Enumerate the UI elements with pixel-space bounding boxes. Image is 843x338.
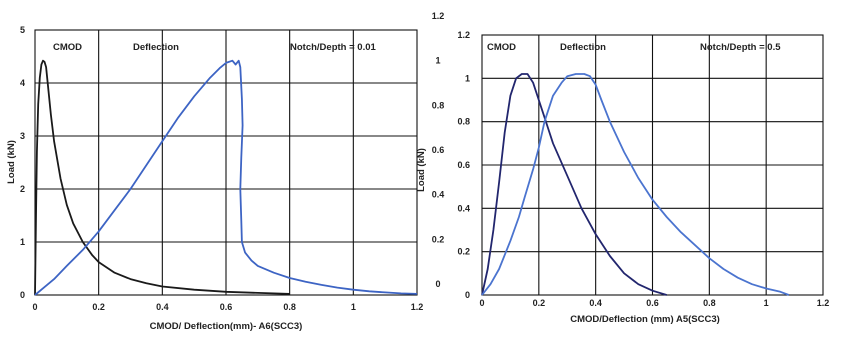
chart-right-y-ticks: 0 0.2 0.4 0.6 0.8 1 1.2	[457, 30, 470, 300]
chart-right-series-line-deflection	[481, 73, 790, 296]
chart-right-x-tick-label: 0.8	[703, 298, 716, 308]
chart-right-x-tick-label: 1	[764, 298, 769, 308]
chart-right-annotation-cmod: CMOD	[487, 42, 516, 53]
chart-right-x-tick-label: 1.2	[817, 298, 830, 308]
chart-left-x-tick-label: 0.6	[220, 302, 233, 312]
chart-left-right-y-ticks: 0 0.2 0.4 0.6 0.8 1 1.2	[432, 11, 445, 289]
chart-left-y-axis-label: Load (kN)	[6, 140, 17, 184]
chart-left-series	[34, 59, 418, 296]
chart-left-x-tick-label: 0.8	[283, 302, 296, 312]
chart-left-x-tick-label: 0.2	[92, 302, 105, 312]
chart-left-right-y-tick-label: 1	[435, 56, 440, 66]
chart-left-y-tick-label: 0	[20, 290, 25, 300]
chart-left-y-tick-label: 2	[20, 184, 25, 194]
chart-left-series-line-cmod	[34, 59, 290, 296]
chart-right-y-tick-label: 0	[465, 290, 470, 300]
chart-right-series-line-cmod	[481, 73, 667, 296]
chart-left-right-y-tick-label: 0.8	[432, 100, 445, 110]
chart-right-x-ticks: 0 0.2 0.4 0.6 0.8 1 1.2	[479, 298, 829, 308]
chart-left-right-y-tick-label: 0.4	[432, 190, 445, 200]
chart-right-grid	[482, 35, 823, 295]
chart-right-y-tick-label: 0.6	[457, 160, 470, 170]
chart-right-x-tick-label: 0.2	[533, 298, 546, 308]
chart-left-right-y-tick-label: 0.6	[432, 145, 445, 155]
chart-right-series	[481, 73, 790, 296]
chart-left-x-tick-label: 1	[351, 302, 356, 312]
chart-right-x-tick-label: 0.6	[646, 298, 659, 308]
chart-right-y-tick-label: 1.2	[457, 30, 470, 40]
chart-left-right-y-tick-label: 1.2	[432, 11, 445, 21]
chart-right-annotation-deflection: Deflection	[560, 42, 606, 53]
chart-left-plot-frame	[34, 29, 418, 296]
chart-right-y-axis-label: Load (kN)	[416, 148, 427, 192]
chart-left-series-line-deflection	[34, 59, 418, 296]
chart-left-y-tick-label: 4	[20, 78, 25, 88]
chart-right-y-tick-label: 0.2	[457, 247, 470, 257]
chart-left: 0 0.2 0.4 0.6 0.8 1 1.2 0 1 2 3 4 5 0 0.2 0.4 0.6 0.8 1 1…	[6, 11, 444, 332]
chart-right-x-tick-label: 0	[479, 298, 484, 308]
chart-left-annotation-notch: Notch/Depth = 0.01	[290, 42, 376, 53]
chart-left-annotation-deflection: Deflection	[133, 42, 179, 53]
chart-right-x-tick-label: 0.4	[589, 298, 602, 308]
chart-right: 0 0.2 0.4 0.6 0.8 1 1.2 0 0.2 0.4 0.6 0.8 1 1.2 CMOD…	[416, 30, 829, 325]
chart-left-right-y-tick-label: 0.2	[432, 234, 445, 244]
chart-left-y-tick-label: 5	[20, 25, 25, 35]
chart-left-y-tick-label: 3	[20, 131, 25, 141]
chart-right-x-axis-label: CMOD/Deflection (mm) A5(SCC3)	[570, 314, 720, 325]
chart-left-y-ticks: 0 1 2 3 4 5	[20, 25, 25, 300]
chart-left-annotation-cmod: CMOD	[53, 42, 82, 53]
chart-right-annotation-notch: Notch/Depth = 0.5	[700, 42, 781, 53]
chart-left-x-axis-label: CMOD/ Deflection(mm)- A6(SCC3)	[150, 321, 303, 332]
chart-right-y-tick-label: 0.4	[457, 203, 470, 213]
chart-left-x-tick-label: 0.4	[156, 302, 169, 312]
chart-right-y-tick-label: 1	[465, 73, 470, 83]
chart-left-y-tick-label: 1	[20, 237, 25, 247]
chart-left-right-y-tick-label: 0	[435, 279, 440, 289]
chart-left-x-ticks: 0 0.2 0.4 0.6 0.8 1 1.2	[32, 302, 423, 312]
chart-left-x-tick-label: 1.2	[411, 302, 424, 312]
chart-left-x-tick-label: 0	[32, 302, 37, 312]
chart-left-grid	[35, 30, 417, 295]
chart-right-plot-frame	[481, 34, 824, 296]
chart-right-y-tick-label: 0.8	[457, 117, 470, 127]
